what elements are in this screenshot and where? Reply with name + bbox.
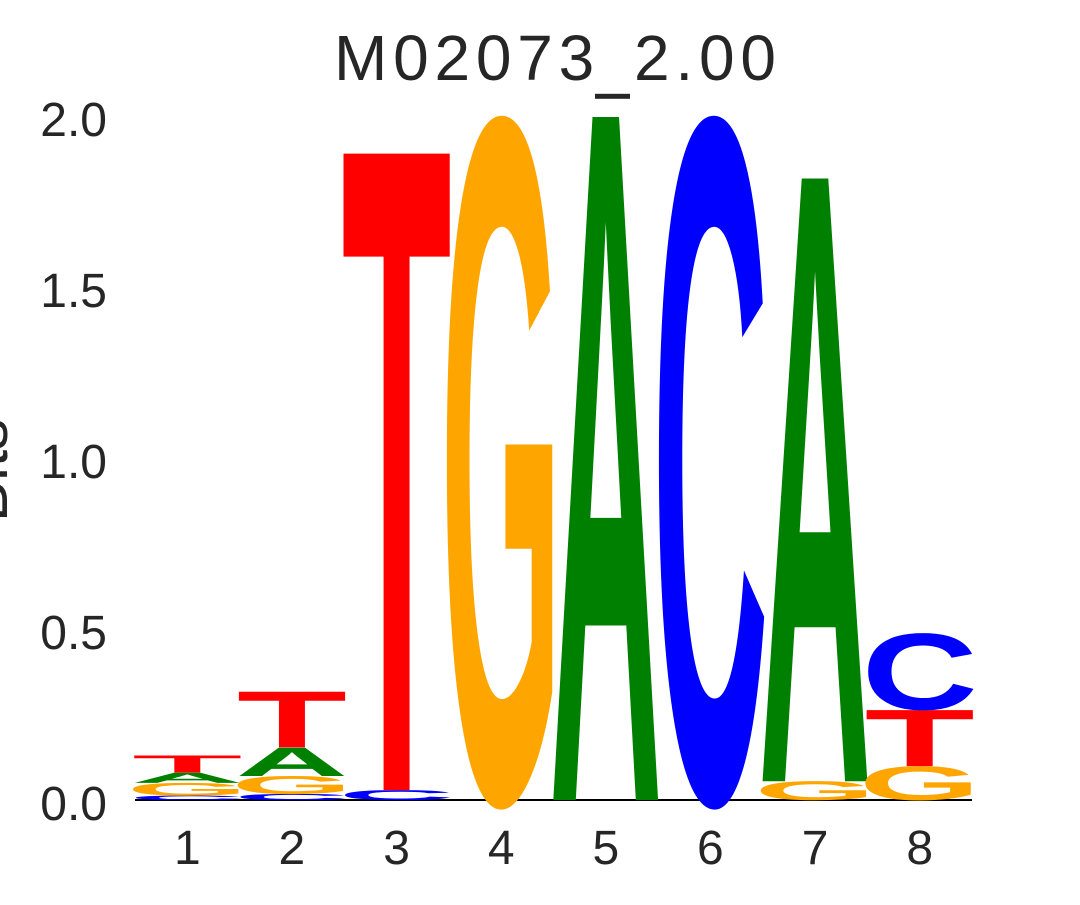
svg-text:A: A [759, 0, 872, 900]
svg-text:2.0: 2.0 [40, 94, 107, 147]
svg-text:T: T [132, 750, 242, 778]
svg-text:0.5: 0.5 [40, 607, 107, 660]
svg-text:G: G [440, 0, 561, 900]
svg-text:1.0: 1.0 [40, 436, 107, 489]
svg-text:A: A [549, 0, 662, 900]
svg-text:0.0: 0.0 [40, 778, 107, 831]
svg-text:8: 8 [906, 822, 933, 875]
svg-text:Bits: Bits [0, 419, 21, 522]
svg-text:1: 1 [174, 822, 201, 875]
svg-text:C: C [862, 611, 978, 733]
svg-text:C: C [652, 0, 768, 900]
svg-text:T: T [237, 674, 347, 765]
svg-text:1.5: 1.5 [40, 265, 107, 318]
svg-text:T: T [341, 0, 451, 900]
svg-text:2: 2 [279, 822, 306, 875]
